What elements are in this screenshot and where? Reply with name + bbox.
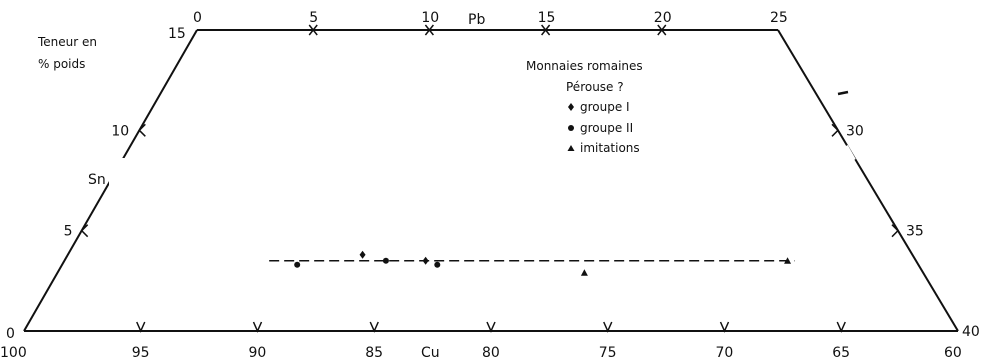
stray-mark: [837, 90, 849, 96]
legend-diamond-marker: [568, 103, 574, 111]
bottom-tick-label: 80: [482, 345, 500, 360]
legend-label-groupe-2: groupe II: [580, 121, 633, 135]
top-tick-label: 5: [309, 10, 318, 26]
bottom-tick-label: 70: [716, 345, 734, 360]
bottom-tick-label: 85: [365, 345, 383, 360]
top-tick-label: 25: [770, 10, 788, 26]
data-point-circle: [434, 261, 441, 268]
left-tick-mark: [138, 123, 146, 137]
left-tick-label: 0: [6, 326, 15, 342]
bottom-tick-mark: [136, 321, 146, 333]
left-tick-label: 5: [64, 224, 73, 240]
top-tick-mark: [541, 24, 551, 36]
left-tick-label: 10: [111, 123, 129, 139]
axis-title-line2: % poids: [38, 57, 85, 71]
right-tick-mark: [831, 123, 840, 137]
right-axis-line: [777, 29, 959, 332]
bottom-tick-mark: [252, 321, 263, 333]
top-tick-label: 10: [421, 10, 439, 26]
data-points: [294, 250, 792, 276]
top-tick-label: 20: [654, 10, 672, 26]
legend-circle-marker: [568, 125, 574, 131]
data-point-triangle: [580, 269, 588, 276]
bottom-tick-mark: [836, 321, 846, 333]
legend-title-line2: Pérouse ?: [566, 80, 624, 94]
bottom-tick-label: 100: [0, 345, 27, 360]
bottom-tick-label: 65: [832, 345, 850, 360]
data-point-circle: [294, 261, 301, 268]
top-tick-label: 15: [538, 10, 556, 26]
bottom-tick-mark: [603, 321, 613, 333]
bottom-tick-mark: [486, 321, 496, 333]
legend-label-imitations: imitations: [580, 141, 640, 155]
top-tick-mark: [657, 24, 667, 36]
data-point-diamond: [422, 256, 429, 265]
data-point-circle: [382, 257, 389, 264]
legend-title-line1: Monnaies romaines: [526, 59, 643, 73]
left-tick-mark: [80, 224, 89, 238]
bottom-tick-label: 90: [249, 345, 267, 360]
bottom-tick-label: 95: [132, 345, 150, 360]
right-tick-label: 35: [906, 224, 924, 240]
pb-axis-label: Pb: [468, 12, 485, 28]
axis-title-line1: Teneur en: [37, 35, 97, 49]
bottom-tick-mark: [719, 321, 730, 333]
left-tick-label: 15: [168, 26, 186, 42]
tick-layer: 100 95 90 85 80 75 70 65 60 0 5 10 15 20 25 0 5 10 15 30 35 4…: [0, 10, 980, 360]
data-point-diamond: [359, 250, 366, 259]
cu-axis-label: Cu: [421, 345, 440, 360]
legend-triangle-marker: [567, 145, 575, 151]
top-tick-mark: [424, 24, 434, 36]
sn-axis-label: Sn: [88, 172, 106, 188]
legend: Monnaies romaines Pérouse ? groupe I gro…: [526, 59, 643, 155]
right-tick-label: 40: [962, 324, 980, 340]
right-tick-label: 30: [846, 123, 864, 139]
axis-gap: [844, 145, 856, 161]
legend-label-groupe-1: groupe I: [580, 100, 630, 114]
bottom-tick-label: 75: [599, 345, 617, 360]
data-point-triangle: [784, 257, 792, 264]
diagram-frame: [23, 29, 959, 332]
right-tick-mark: [891, 224, 900, 238]
top-tick-label: 0: [193, 10, 202, 26]
axis-gap: [109, 158, 139, 186]
top-tick-mark: [308, 24, 318, 36]
bottom-tick-label: 60: [944, 345, 962, 360]
bottom-tick-mark: [369, 321, 379, 333]
